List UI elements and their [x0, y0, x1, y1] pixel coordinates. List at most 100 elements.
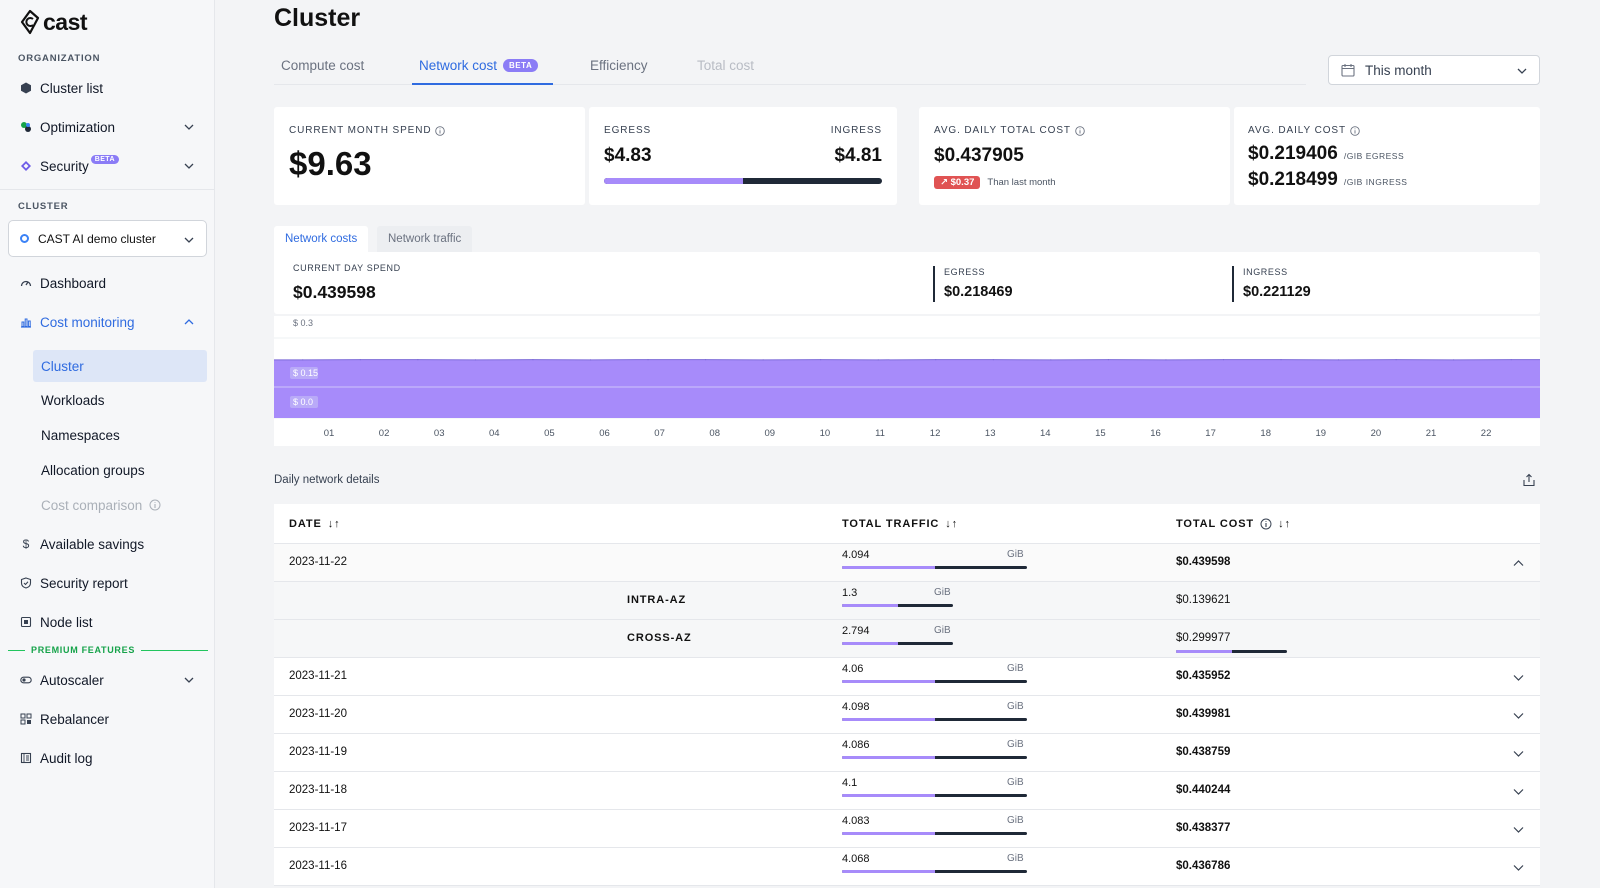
info-icon[interactable]	[1350, 125, 1360, 136]
column-header-total-traffic[interactable]: TOTAL TRAFFIC ↓↑	[842, 518, 958, 530]
sidebar-item-rebalancer[interactable]: Rebalancer	[20, 705, 200, 733]
tick-label-bg	[290, 367, 318, 379]
traffic-unit: GiB	[1007, 815, 1024, 826]
chevron-up-icon[interactable]	[184, 317, 194, 327]
x-tick-label: 21	[1426, 428, 1437, 439]
traffic-bar-fill	[842, 870, 935, 873]
column-header-date[interactable]: DATE ↓↑	[289, 518, 341, 530]
chevron-down-icon[interactable]	[184, 675, 194, 685]
cluster-label: CLUSTER	[18, 201, 69, 212]
avg-ingress-value: $0.218499	[1248, 169, 1338, 190]
row-cost: $0.438377	[1176, 822, 1231, 834]
chevron-down-icon[interactable]	[184, 161, 194, 171]
chevron-down-icon[interactable]	[1513, 786, 1524, 797]
sort-icon: ↓↑	[327, 518, 341, 530]
sidebar-item-security-report[interactable]: Security report	[20, 569, 200, 597]
traffic-bar-fill	[842, 604, 898, 607]
premium-line	[141, 649, 208, 651]
info-icon[interactable]	[1260, 518, 1272, 530]
y-tick-label: $ 0.15	[293, 368, 318, 378]
data-point	[704, 359, 707, 361]
table-row[interactable]: 2023-11-16 4.068 GiB $0.436786	[274, 848, 1540, 886]
card-label: CURRENT MONTH SPEND	[289, 125, 446, 136]
traffic-bar	[842, 756, 1027, 759]
traffic-value: 4.06	[842, 663, 864, 675]
traffic-bar-fill	[842, 566, 935, 569]
row-date: 2023-11-17	[289, 822, 347, 834]
sidebar-item-audit-log[interactable]: Audit log	[20, 744, 200, 772]
traffic-bar	[842, 794, 1027, 797]
tab-network-costs[interactable]: Network costs	[274, 226, 369, 252]
cluster-select[interactable]: CAST AI demo cluster	[8, 220, 207, 257]
chevron-down-icon[interactable]	[1513, 710, 1524, 721]
chevron-down-icon[interactable]	[1513, 748, 1524, 759]
day-ingress-value: $0.221129	[1243, 284, 1311, 300]
data-point	[302, 359, 304, 361]
sidebar-item-cost-monitoring[interactable]: Cost monitoring	[20, 308, 200, 336]
traffic-bar-fill	[842, 794, 935, 797]
table-row[interactable]: 2023-11-22 4.094 GiB $0.439598	[274, 544, 1540, 582]
chevron-down-icon[interactable]	[1513, 672, 1524, 683]
tab-compute-cost[interactable]: Compute cost	[281, 58, 365, 73]
sidebar-item-dashboard[interactable]: Dashboard	[20, 269, 200, 297]
card-label-text: AVG. DAILY TOTAL COST	[934, 125, 1071, 136]
tab-network-cost[interactable]: Network cost BETA	[419, 58, 539, 73]
beta-badge: BETA	[90, 154, 119, 164]
sidebar-item-node-list[interactable]: Node list	[20, 608, 200, 636]
sub-row-name: CROSS-AZ	[627, 632, 692, 644]
traffic-unit: GiB	[1007, 853, 1024, 864]
sidebar-item-security[interactable]: Security BETA	[20, 152, 200, 180]
x-tick-label: 10	[820, 428, 831, 439]
subnav-cost-comparison: Cost comparison	[33, 489, 207, 521]
traffic-value: 4.1	[842, 777, 858, 789]
info-icon[interactable]	[1075, 125, 1085, 136]
sidebar-item-autoscaler[interactable]: Autoscaler	[20, 666, 200, 694]
table-row[interactable]: 2023-11-18 4.1 GiB $0.440244	[274, 772, 1540, 810]
subnav-allocation-groups[interactable]: Allocation groups	[41, 462, 145, 478]
table-row[interactable]: 2023-11-17 4.083 GiB $0.438377	[274, 810, 1540, 848]
sidebar-item-label: Security report	[40, 575, 128, 591]
premium-line	[8, 649, 25, 651]
x-tick-label: 19	[1316, 428, 1327, 439]
traffic-bar	[842, 642, 953, 645]
x-tick-label: 06	[599, 428, 610, 439]
sidebar-item-label: Security	[40, 158, 89, 174]
delta-badge: ↗ $0.37	[934, 176, 981, 189]
subnav-workloads[interactable]: Workloads	[41, 392, 105, 408]
sidebar-item-optimization[interactable]: Optimization	[20, 113, 200, 141]
chevron-down-icon[interactable]	[1513, 862, 1524, 873]
chevron-up-icon[interactable]	[1513, 558, 1524, 569]
date-range-select[interactable]: This month	[1328, 55, 1540, 85]
x-tick-label: 07	[654, 428, 665, 439]
subnav-namespaces[interactable]: Namespaces	[41, 427, 120, 443]
date-range-value: This month	[1365, 62, 1432, 78]
table-row[interactable]: 2023-11-20 4.098 GiB $0.439981	[274, 696, 1540, 734]
column-header-total-cost[interactable]: TOTAL COST ↓↑	[1176, 518, 1291, 530]
data-point	[1107, 359, 1110, 361]
subnav-cluster[interactable]: Cluster	[33, 350, 207, 382]
chevron-down-icon[interactable]	[184, 122, 194, 132]
sidebar-item-available-savings[interactable]: $ Available savings	[20, 530, 200, 558]
current-month-spend-value: $9.63	[289, 145, 372, 182]
sidebar: cast ORGANIZATION Cluster list Optimizat…	[0, 0, 215, 888]
sort-icon: ↓↑	[945, 518, 959, 530]
row-cost: $0.435952	[1176, 670, 1231, 682]
sidebar-item-label: Node list	[40, 614, 93, 630]
export-icon[interactable]	[1522, 473, 1536, 487]
sidebar-item-cluster-list[interactable]: Cluster list	[20, 74, 200, 102]
x-tick-label: 18	[1260, 428, 1271, 439]
chevron-down-icon[interactable]	[1513, 824, 1524, 835]
premium-features-divider: PREMIUM FEATURES	[8, 645, 208, 655]
day-egress-label: EGRESS	[944, 267, 986, 277]
tab-efficiency[interactable]: Efficiency	[590, 58, 648, 73]
table-row[interactable]: 2023-11-21 4.06 GiB $0.435952	[274, 658, 1540, 696]
x-tick-label: 13	[985, 428, 996, 439]
table-row[interactable]: 2023-11-19 4.086 GiB $0.438759	[274, 734, 1540, 772]
data-point	[992, 359, 994, 361]
tab-network-traffic[interactable]: Network traffic	[377, 226, 473, 252]
info-icon[interactable]	[435, 125, 446, 136]
data-point	[935, 359, 937, 361]
logo[interactable]: cast	[20, 8, 88, 36]
sidebar-item-label: Rebalancer	[40, 711, 110, 727]
x-tick-label: 04	[489, 428, 500, 439]
